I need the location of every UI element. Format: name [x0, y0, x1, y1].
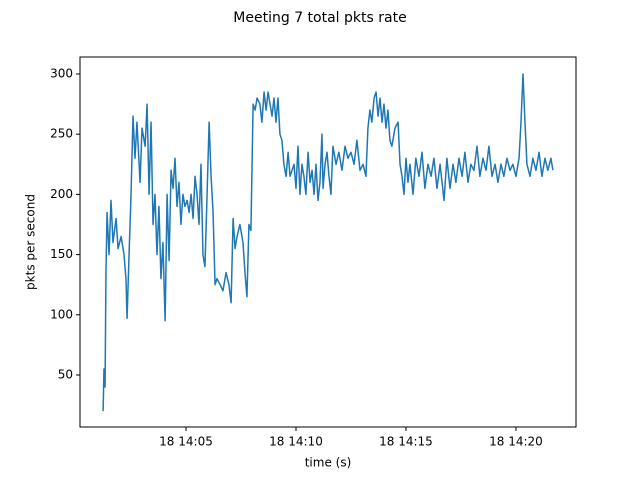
- x-tick-label: 18 14:05: [159, 435, 213, 449]
- y-tick-label: 200: [50, 187, 73, 201]
- x-axis-label: time (s): [305, 456, 352, 470]
- x-tick-label: 18 14:20: [489, 435, 543, 449]
- y-tick-label: 50: [58, 367, 73, 381]
- y-axis-label: pkts per second: [24, 194, 38, 290]
- y-tick-label: 150: [50, 247, 73, 261]
- x-tick-label: 18 14:15: [379, 435, 433, 449]
- y-tick-label: 100: [50, 307, 73, 321]
- chart-title: Meeting 7 total pkts rate: [233, 10, 406, 26]
- data-line: [102, 73, 554, 412]
- x-tick-label: 18 14:10: [269, 435, 323, 449]
- plot-frame: [79, 56, 577, 428]
- y-tick-label: 250: [50, 127, 73, 141]
- y-tick-label: 300: [50, 66, 73, 80]
